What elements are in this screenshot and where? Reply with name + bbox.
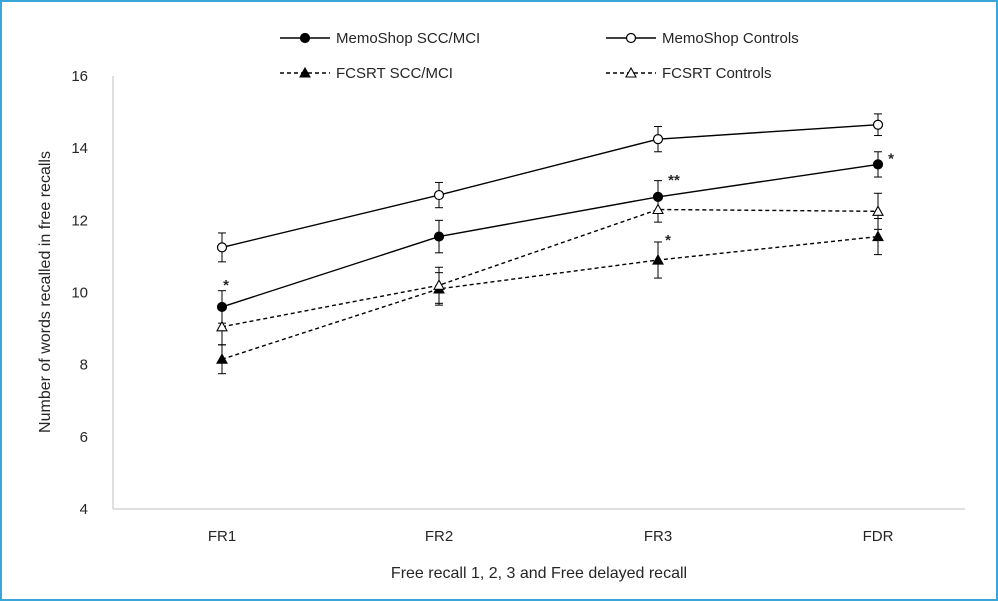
legend-label: MemoShop Controls xyxy=(662,30,799,47)
series-line xyxy=(221,208,879,328)
x-tick-label: FR3 xyxy=(644,528,672,545)
y-tick-label: 12 xyxy=(71,212,88,229)
data-point xyxy=(872,230,884,242)
legend-marker xyxy=(625,32,637,44)
series-line xyxy=(221,124,879,249)
significance-marker: * xyxy=(665,232,671,249)
legend-label: FCSRT Controls xyxy=(662,65,771,82)
legend-marker xyxy=(299,32,311,44)
data-point xyxy=(652,134,664,145)
legend-entry-fcsrt-scc-mci: FCSRT SCC/MCI xyxy=(280,65,453,82)
legend-label: MemoShop SCC/MCI xyxy=(336,30,480,47)
data-point xyxy=(216,242,228,253)
y-tick-label: 16 xyxy=(71,68,88,85)
y-tick-label: 8 xyxy=(80,357,88,374)
y-tick-label: 4 xyxy=(80,501,88,518)
significance-marker: ** xyxy=(668,172,680,189)
x-tick-label: FR1 xyxy=(208,528,236,545)
legend-entry-memoshop-controls: MemoShop Controls xyxy=(606,30,799,47)
y-tick-label: 14 xyxy=(71,140,88,157)
legend-entry-fcsrt-controls: FCSRT Controls xyxy=(606,65,771,82)
x-tick-labels: FR1 FR2 FR3 FDR xyxy=(208,528,894,545)
data-point xyxy=(216,353,228,364)
data-point xyxy=(433,231,445,242)
series-line xyxy=(221,235,879,360)
y-tick-label: 10 xyxy=(71,285,88,302)
data-point xyxy=(872,205,884,216)
axes: 4 6 8 10 12 14 16 FR1 FR2 FR3 FDR xyxy=(71,68,965,545)
data-point xyxy=(433,279,445,290)
y-tick-labels: 4 6 8 10 12 14 16 xyxy=(71,68,88,518)
series-memoshop-controls xyxy=(216,113,884,263)
data-point xyxy=(872,159,884,170)
y-tick-label: 6 xyxy=(80,429,88,446)
x-tick-label: FDR xyxy=(863,528,894,545)
data-point xyxy=(652,253,664,265)
significance-marker: * xyxy=(888,151,894,168)
legend-marker xyxy=(625,66,637,78)
x-axis-title: Free recall 1, 2, 3 and Free delayed rec… xyxy=(391,565,687,582)
series-fcsrt-scc-mci xyxy=(216,218,884,375)
legend-marker xyxy=(299,66,311,78)
data-point xyxy=(872,119,884,130)
series-fcsrt-controls xyxy=(216,192,884,346)
legend: MemoShop SCC/MCI MemoShop Controls FCSRT S… xyxy=(280,30,799,82)
x-tick-label: FR2 xyxy=(425,528,453,545)
plot-area: ***** xyxy=(216,113,894,375)
series-memoshop-scc-mci xyxy=(216,151,884,324)
data-point xyxy=(652,203,664,215)
significance-marker: * xyxy=(223,277,229,294)
data-point xyxy=(216,320,228,332)
legend-label: FCSRT SCC/MCI xyxy=(336,65,453,82)
data-point xyxy=(433,189,445,201)
y-axis-title: Number of words recalled in free recalls xyxy=(37,151,54,433)
legend-entry-memoshop-scc-mci: MemoShop SCC/MCI xyxy=(280,30,480,47)
series-line xyxy=(221,163,879,308)
